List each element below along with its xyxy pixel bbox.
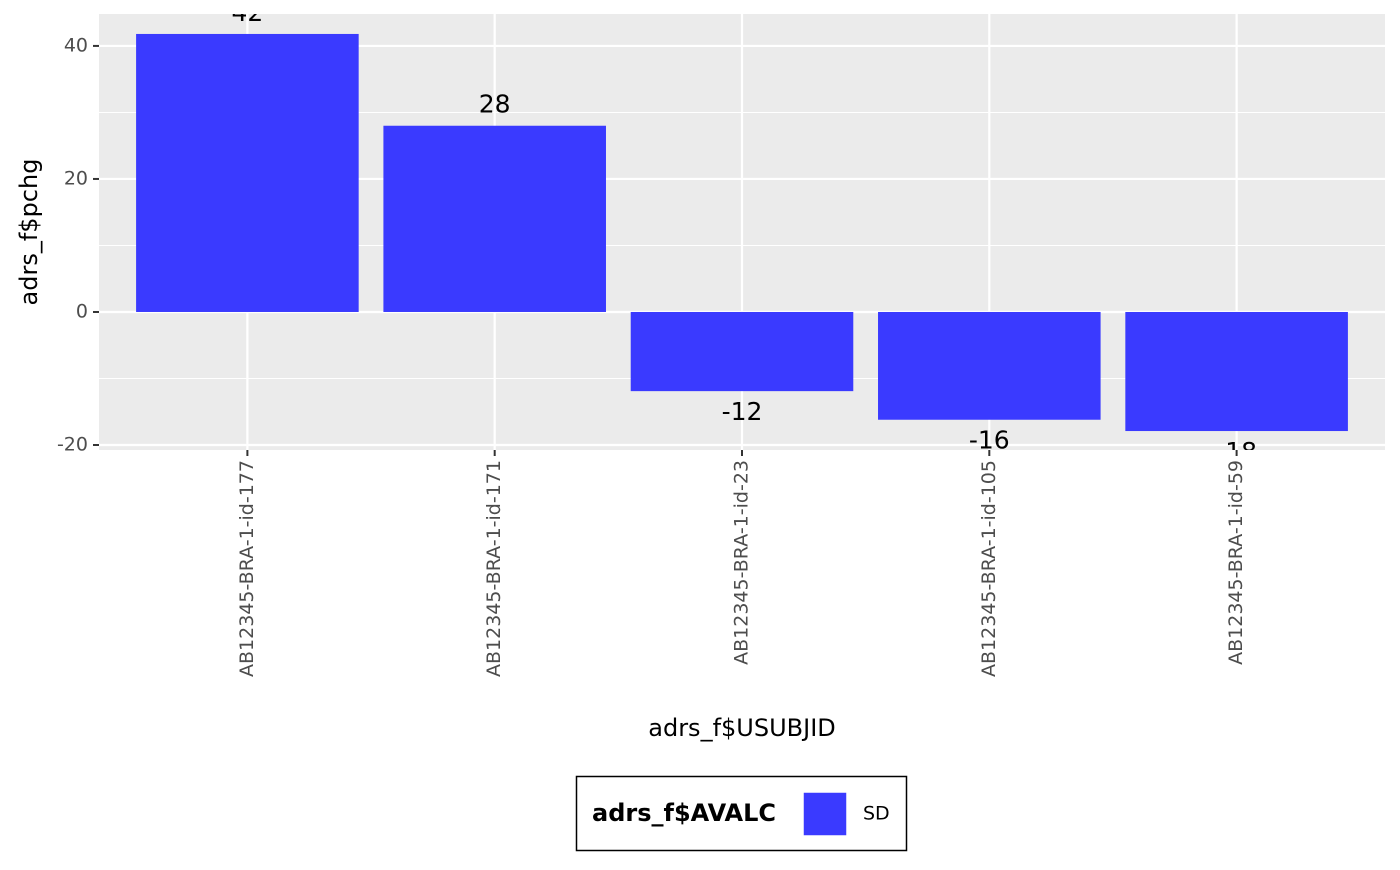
x-tick-label: AB12345-BRA-1-id-59: [1225, 460, 1247, 665]
value-label: 28: [479, 90, 511, 119]
x-axis-title: adrs_f$USUBJID: [648, 714, 836, 742]
bar: [383, 125, 606, 312]
x-tick-label: AB12345-BRA-1-id-171: [483, 460, 505, 677]
x-tick-label: AB12345-BRA-1-id-23: [731, 460, 753, 665]
value-label: -16: [969, 426, 1010, 455]
value-label: 42: [231, 0, 263, 27]
legend-label: SD: [863, 803, 890, 825]
y-tick-label: 40: [64, 34, 88, 56]
bar: [1125, 311, 1348, 432]
bar: [878, 311, 1101, 420]
legend-box: [575, 775, 908, 852]
y-tick-label: 20: [64, 167, 88, 189]
bars: 42 28 -12 -16 -18: [136, 0, 1348, 466]
y-tick-label: 0: [76, 300, 88, 322]
y-tick-label: -20: [57, 434, 88, 456]
legend-title: adrs_f$AVALC: [592, 799, 776, 827]
y-axis-title: adrs_f$pchg: [15, 159, 43, 306]
x-tick-label: AB12345-BRA-1-id-177: [236, 460, 258, 677]
value-label: -18: [1216, 437, 1257, 466]
legend: adrs_f$AVALC SD: [575, 775, 908, 852]
legend-key: [802, 791, 848, 837]
value-label: -12: [722, 397, 763, 426]
bar: [136, 33, 359, 312]
x-tick-label: AB12345-BRA-1-id-105: [978, 460, 1000, 677]
bar: [630, 311, 854, 392]
